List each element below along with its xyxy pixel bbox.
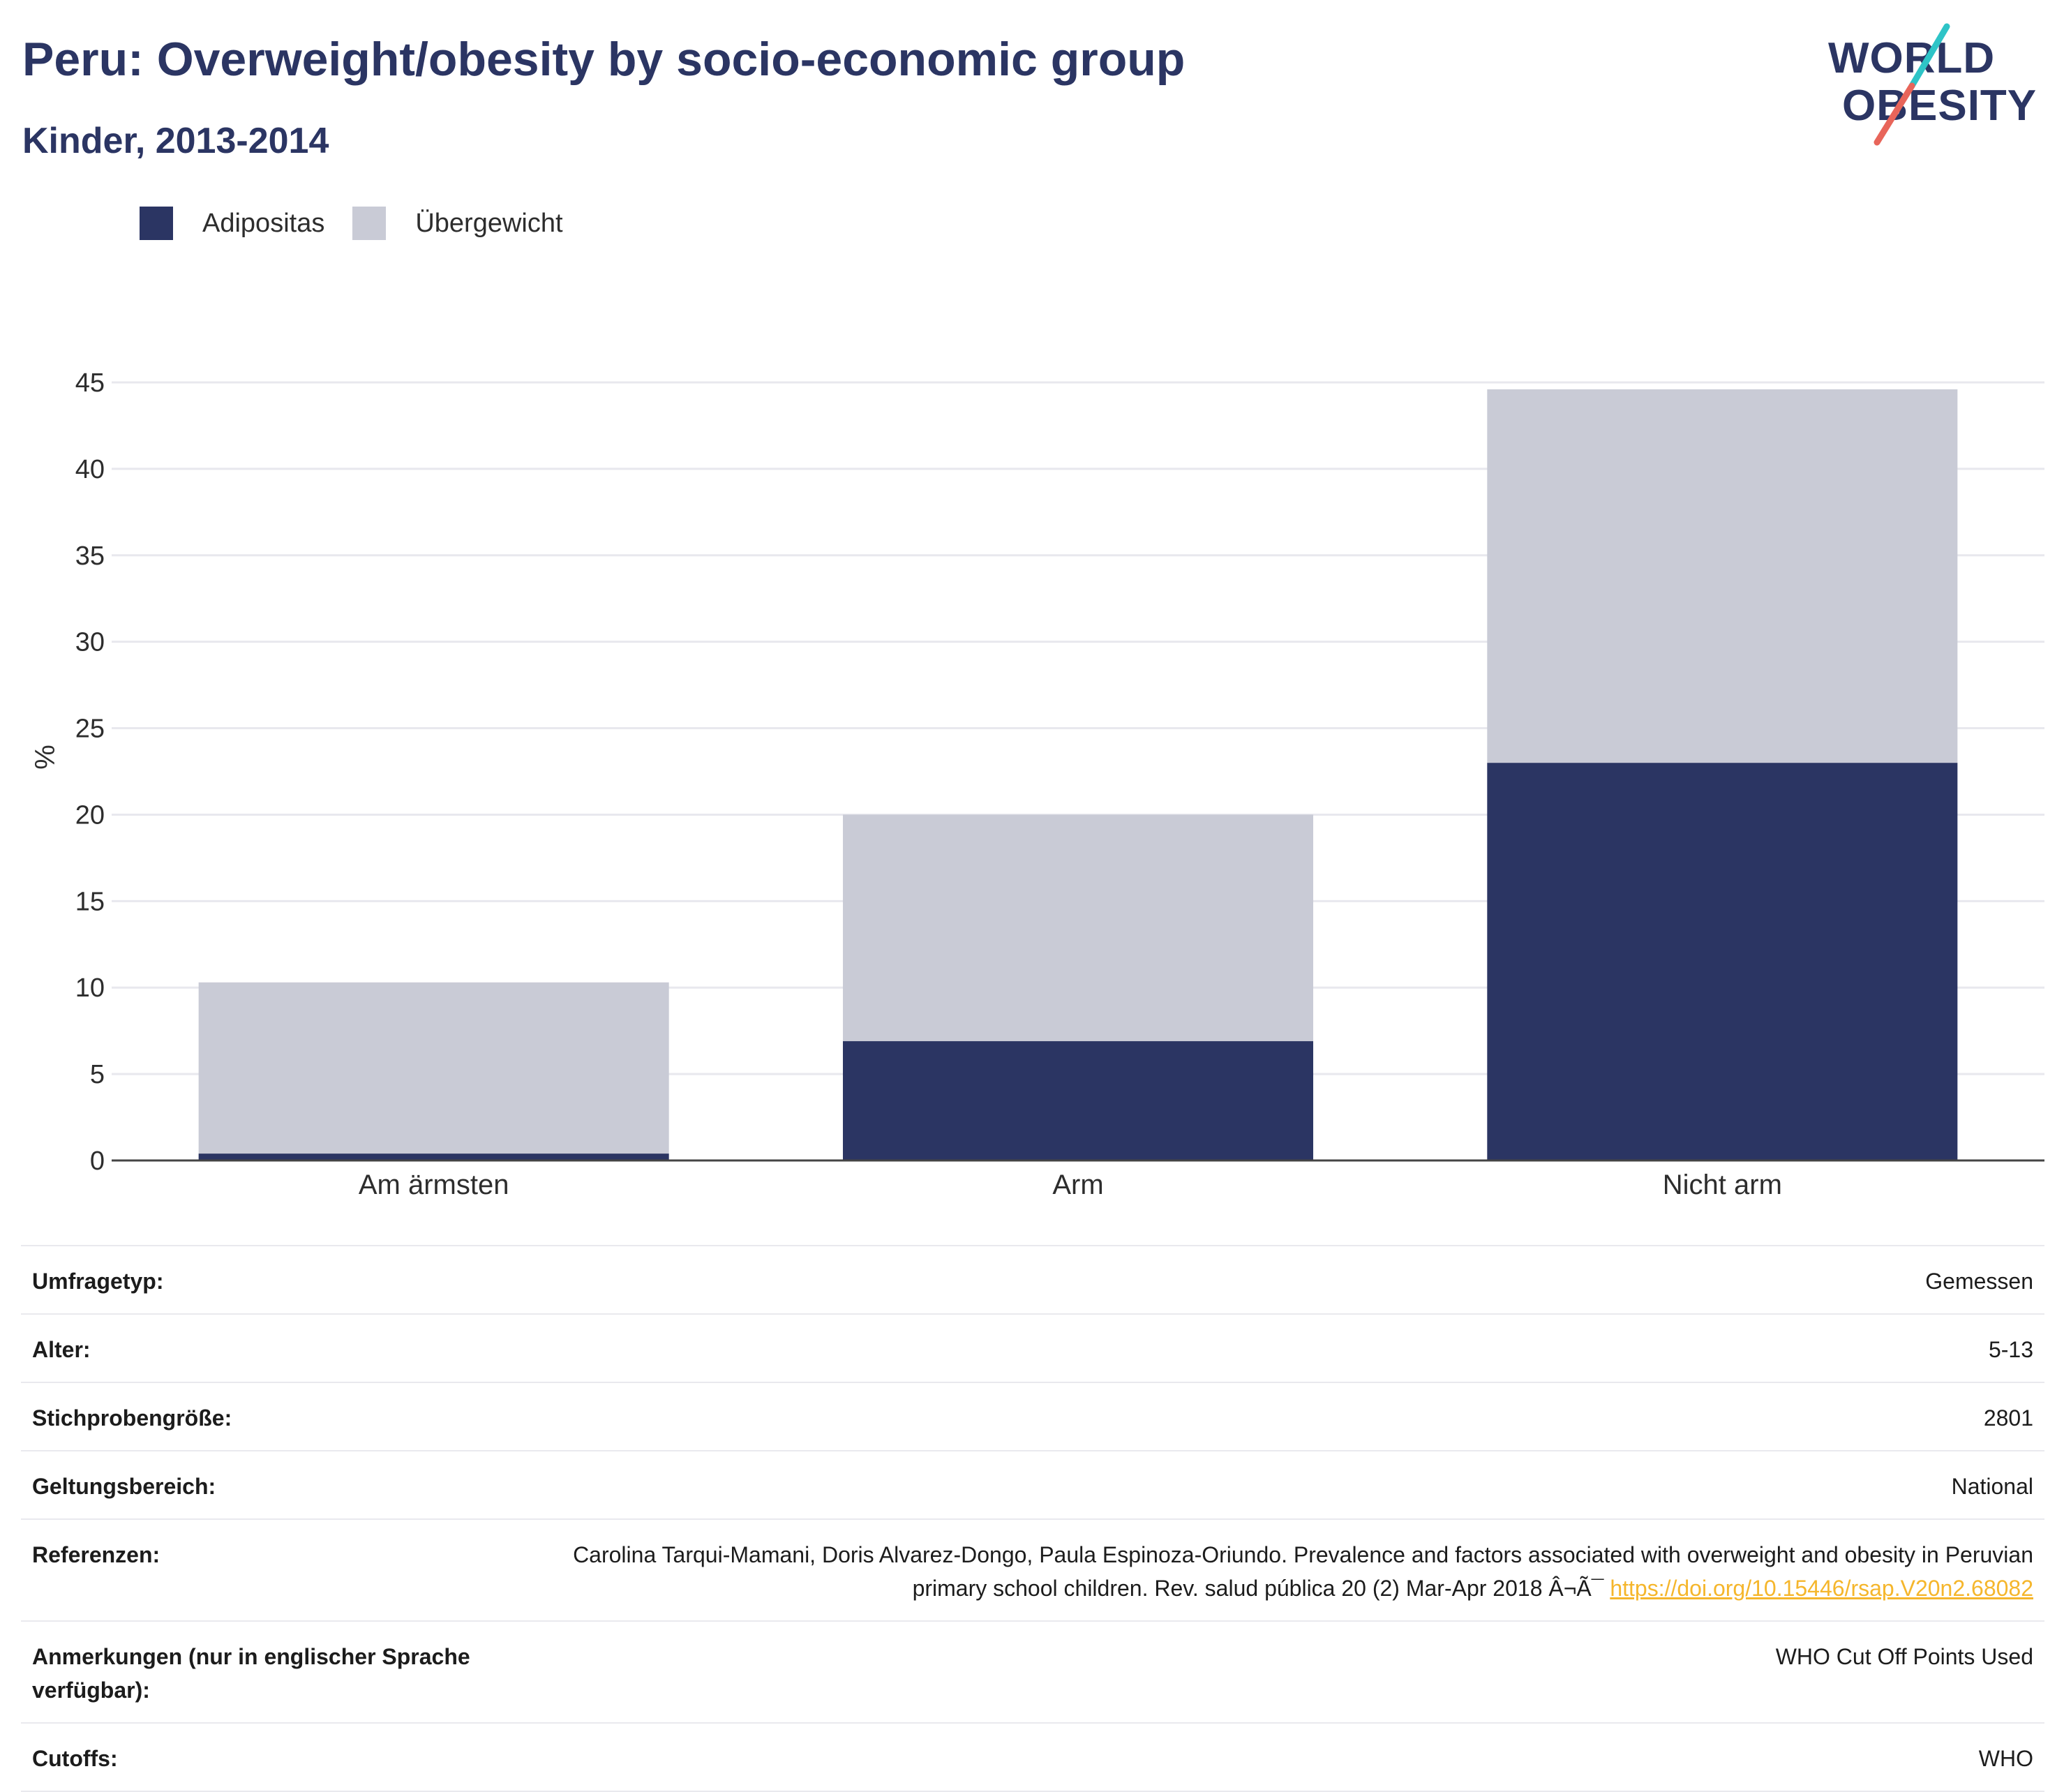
info-key: Umfragetyp:: [32, 1269, 164, 1294]
y-tick-label: 10: [75, 973, 105, 1003]
y-tick-label: 35: [75, 542, 105, 571]
info-table: Umfragetyp: Gemessen Alter: 5-13 Stichpr…: [21, 1245, 2044, 1792]
stacked-bar-chart: 0 5 10 15 20 25 30 35 40 45 Am ärmsten Arm Nicht arm…: [30, 368, 2044, 1200]
info-value: National: [1951, 1474, 2033, 1499]
y-tick-label: 5: [90, 1060, 105, 1089]
legend-label: Übergewicht: [415, 208, 563, 238]
bar-segment[interactable]: [198, 982, 669, 1154]
logo-line-1: WORLD: [1828, 34, 1996, 82]
info-value: Gemessen: [1925, 1269, 2033, 1294]
bar-segment[interactable]: [1487, 389, 1958, 763]
info-value: 2801: [1983, 1405, 2033, 1431]
info-value: WHO: [1978, 1746, 2033, 1771]
x-category-label: Am ärmsten: [359, 1170, 509, 1200]
info-value: Carolina Tarqui-Mamani, Doris Alvarez-Do…: [562, 1538, 2033, 1605]
x-category-label: Nicht arm: [1663, 1170, 1782, 1200]
legend: Adipositas Übergewicht: [140, 207, 591, 240]
legend-swatch-adipositas: [140, 207, 173, 240]
info-row-notes: Anmerkungen (nur in englischer Sprache v…: [21, 1622, 2044, 1724]
info-value: 5-13: [1988, 1337, 2033, 1362]
bar-segment[interactable]: [842, 1041, 1314, 1160]
legend-swatch-uebergewicht: [352, 207, 387, 240]
y-tick-label: 25: [75, 715, 105, 744]
bars: [198, 389, 1958, 1160]
info-row-sample-size: Stichprobengröße: 2801: [21, 1383, 2044, 1451]
info-row-coverage: Geltungsbereich: National: [21, 1451, 2044, 1520]
info-value: WHO Cut Off Points Used: [1775, 1644, 2033, 1669]
reference-doi-link[interactable]: https://doi.org/10.15446/rsap.V20n2.6808…: [1610, 1576, 2033, 1601]
reference-text: Carolina Tarqui-Mamani, Doris Alvarez-Do…: [573, 1542, 2033, 1601]
y-tick-label: 20: [75, 800, 105, 830]
legend-item-adipositas[interactable]: Adipositas: [140, 207, 324, 240]
info-key: Anmerkungen (nur in englischer Sprache v…: [32, 1644, 470, 1703]
y-tick-label: 30: [75, 628, 105, 657]
legend-item-uebergewicht[interactable]: Übergewicht: [352, 207, 563, 240]
info-row-age: Alter: 5-13: [21, 1315, 2044, 1383]
y-tick-label: 40: [75, 455, 105, 484]
logo-line-2: OBESITY: [1842, 82, 2037, 130]
y-axis-label: %: [30, 745, 61, 770]
info-row-cutoffs: Cutoffs: WHO: [21, 1724, 2044, 1792]
info-row-survey-type: Umfragetyp: Gemessen: [21, 1246, 2044, 1315]
bar-segment[interactable]: [842, 814, 1314, 1042]
legend-label: Adipositas: [202, 208, 325, 238]
info-key: Cutoffs:: [32, 1746, 118, 1771]
y-tick-label: 45: [75, 368, 105, 398]
y-tick-label: 0: [90, 1147, 105, 1176]
info-row-references: Referenzen: Carolina Tarqui-Mamani, Dori…: [21, 1520, 2044, 1622]
chart-title: Peru: Overweight/obesity by socio-econom…: [22, 33, 1186, 86]
info-key: Referenzen:: [32, 1542, 160, 1567]
logo-slash-icon: [1874, 23, 1950, 146]
chart-subtitle: Kinder, 2013-2014: [22, 121, 329, 161]
info-key: Alter:: [32, 1337, 91, 1362]
x-category-label: Arm: [1052, 1170, 1103, 1200]
info-key: Geltungsbereich:: [32, 1474, 216, 1499]
info-key: Stichprobengröße:: [32, 1405, 232, 1431]
bar-segment[interactable]: [198, 1153, 669, 1160]
bar-segment[interactable]: [1487, 763, 1958, 1160]
axes: 0 5 10 15 20 25 30 35 40 45 Am ärmsten Arm Nicht arm: [75, 368, 2044, 1200]
y-tick-label: 15: [75, 887, 105, 916]
world-obesity-logo: WORLD OBESITY: [1814, 20, 2051, 152]
